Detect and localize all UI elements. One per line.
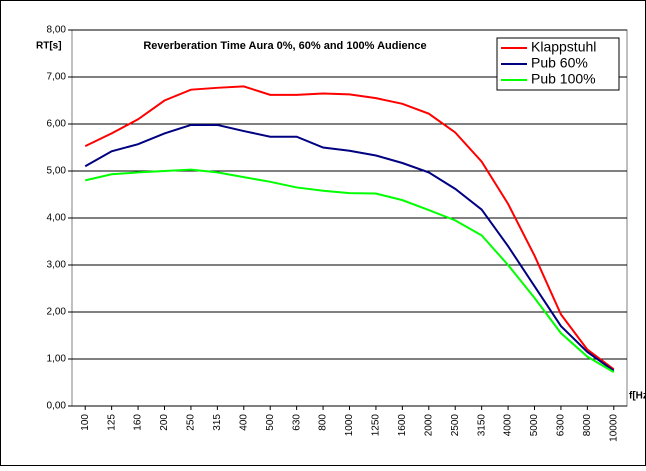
x-tick-label: 630 [291,414,302,431]
x-tick-label: 500 [265,414,276,431]
y-tick-label: 3,00 [47,260,67,271]
x-tick-label: 5000 [529,414,540,437]
y-tick-label: 0,00 [47,401,67,412]
x-tick-label: 6300 [556,414,567,437]
legend-label: Pub 100% [531,71,596,87]
legend-label: Pub 60% [531,55,588,71]
x-tick-label: 2000 [423,414,434,437]
x-tick-label: 8000 [582,414,593,437]
x-tick-label: 1250 [371,414,382,437]
y-tick-label: 2,00 [47,307,67,318]
y-tick-label: 8,00 [47,25,67,36]
legend-label: Klappstuhl [531,39,596,55]
x-tick-label: 10000 [608,414,619,442]
series-line [84,168,615,374]
x-tick-label: 160 [133,414,144,431]
chart-title: Reverberation Time Aura 0%, 60% and 100%… [143,40,426,52]
x-tick-label: 4000 [503,414,514,437]
y-tick-label: 7,00 [47,72,67,83]
x-tick-label: 250 [186,414,197,431]
x-tick-label: 200 [159,414,170,431]
series-line [84,85,615,371]
y-tick-label: 1,00 [47,354,67,365]
x-tick-label: 800 [318,414,329,431]
x-tick-label: 3150 [476,414,487,437]
x-tick-label: 1000 [344,414,355,437]
y-tick-label: 5,00 [47,166,67,177]
y-tick-label: 4,00 [47,213,67,224]
x-tick-label: 315 [212,414,223,431]
x-tick-label: 400 [238,414,249,431]
x-tick-label: 1600 [397,414,408,437]
y-tick-label: 6,00 [47,119,67,130]
x-tick-label: 125 [106,414,117,431]
x-tick-label: 2500 [450,414,461,437]
x-tick-label: 100 [80,414,91,431]
y-axis-label: RT[s] [36,41,62,52]
series-line [84,123,615,372]
x-axis-label: f[Hz] [629,391,646,402]
